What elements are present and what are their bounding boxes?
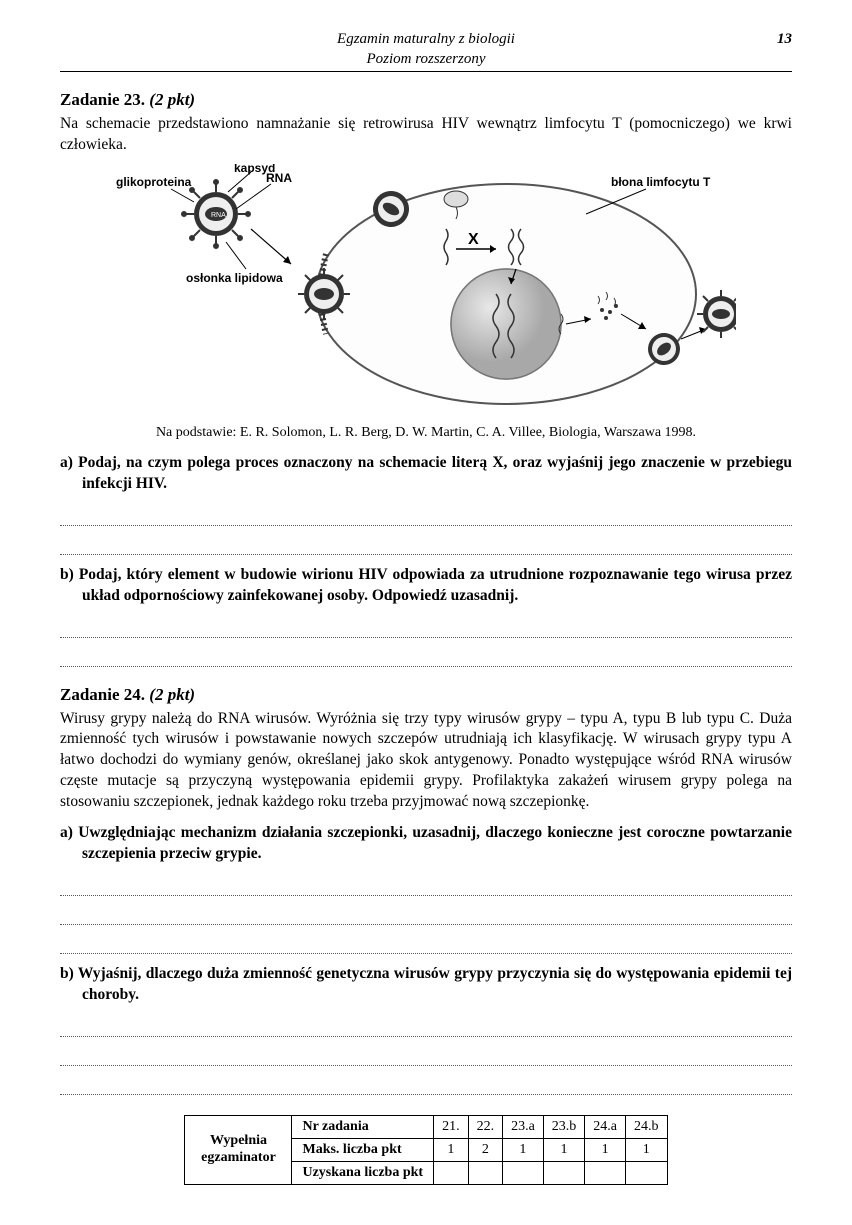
answer-line[interactable] xyxy=(60,505,792,526)
label-blona: błona limfocytu T xyxy=(611,175,711,189)
col-24a: 24.a xyxy=(585,1115,626,1138)
maks-23a: 1 xyxy=(503,1138,544,1161)
uzyskana-21[interactable] xyxy=(434,1161,469,1184)
maks-21: 1 xyxy=(434,1138,469,1161)
task-23-source: Na podstawie: E. R. Solomon, L. R. Berg,… xyxy=(60,425,792,441)
score-side-label: Wypełnia egzaminator xyxy=(185,1115,292,1184)
col-22: 22. xyxy=(468,1115,503,1138)
col-23a: 23.a xyxy=(503,1115,544,1138)
task-24-intro: Wirusy grypy należą do RNA wirusów. Wyró… xyxy=(60,709,792,814)
uzyskana-23a[interactable] xyxy=(503,1161,544,1184)
maks-24a: 1 xyxy=(585,1138,626,1161)
answer-line[interactable] xyxy=(60,933,792,954)
answer-line[interactable] xyxy=(60,1074,792,1095)
answer-line[interactable] xyxy=(60,1045,792,1066)
task-24-points: (2 pkt) xyxy=(149,685,195,704)
col-21: 21. xyxy=(434,1115,469,1138)
task-23-title: Zadanie 23. (2 pkt) xyxy=(60,90,792,110)
uzyskana-23b[interactable] xyxy=(543,1161,585,1184)
uzyskana-24a[interactable] xyxy=(585,1161,626,1184)
answer-line[interactable] xyxy=(60,1016,792,1037)
score-table: Wypełnia egzaminator Nr zadania 21. 22. … xyxy=(184,1115,667,1185)
score-row-maks: Maks. liczba pkt xyxy=(292,1138,434,1161)
label-glikoproteina: glikoproteina xyxy=(116,175,192,189)
exam-page: Egzamin maturalny z biologii Poziom rozs… xyxy=(0,0,852,1225)
task-23-points: (2 pkt) xyxy=(149,90,195,109)
answer-line[interactable] xyxy=(60,646,792,667)
task-23-intro: Na schemacie przedstawiono namnażanie si… xyxy=(60,114,792,156)
answer-line[interactable] xyxy=(60,875,792,896)
exam-level: Poziom rozszerzony xyxy=(60,50,792,70)
score-row-nr: Nr zadania xyxy=(292,1115,434,1138)
svg-text:RNA: RNA xyxy=(211,212,226,219)
label-oslonka: osłonka lipidowa xyxy=(186,271,283,285)
task-23-number: Zadanie 23. xyxy=(60,90,145,109)
task-24-subtask-a: a) Uwzględniając mechanizm działania szc… xyxy=(60,823,792,865)
hiv-diagram: RNA xyxy=(60,164,792,419)
uzyskana-22[interactable] xyxy=(468,1161,503,1184)
col-23b: 23.b xyxy=(543,1115,585,1138)
task-24-number: Zadanie 24. xyxy=(60,685,145,704)
page-number: 13 xyxy=(777,30,792,50)
exam-title: Egzamin maturalny z biologii xyxy=(60,30,792,50)
page-header: Egzamin maturalny z biologii Poziom rozs… xyxy=(60,30,792,72)
col-24b: 24.b xyxy=(626,1115,668,1138)
uzyskana-24b[interactable] xyxy=(626,1161,668,1184)
hiv-diagram-svg: RNA xyxy=(116,164,736,414)
answer-line[interactable] xyxy=(60,534,792,555)
task-24-subtask-b: b) Wyjaśnij, dlaczego duża zmienność gen… xyxy=(60,964,792,1006)
task-23-subtask-b: b) Podaj, który element w budowie wirion… xyxy=(60,565,792,607)
maks-24b: 1 xyxy=(626,1138,668,1161)
label-x: X xyxy=(468,231,479,248)
label-rna: RNA xyxy=(266,171,292,185)
answer-line[interactable] xyxy=(60,904,792,925)
maks-22: 2 xyxy=(468,1138,503,1161)
score-table-wrap: Wypełnia egzaminator Nr zadania 21. 22. … xyxy=(60,1115,792,1185)
task-24-title: Zadanie 24. (2 pkt) xyxy=(60,685,792,705)
score-row-uzyskana: Uzyskana liczba pkt xyxy=(292,1161,434,1184)
task-23-subtask-a: a) Podaj, na czym polega proces oznaczon… xyxy=(60,453,792,495)
answer-line[interactable] xyxy=(60,617,792,638)
maks-23b: 1 xyxy=(543,1138,585,1161)
